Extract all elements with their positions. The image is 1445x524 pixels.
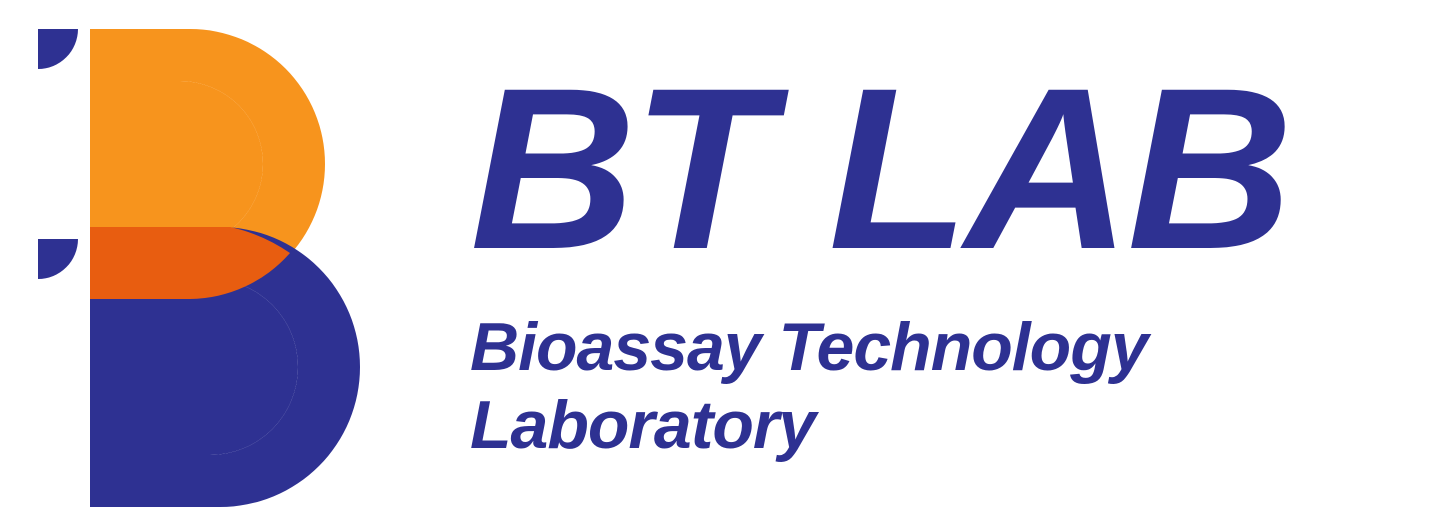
logo-mark — [30, 17, 410, 507]
logo-b-icon — [30, 17, 410, 507]
subtitle-line-1: Bioassay Technology — [470, 308, 1289, 386]
brand-title: BT LAB — [470, 60, 1289, 279]
brand-subtitle: Bioassay Technology Laboratory — [470, 308, 1289, 464]
subtitle-line-2: Laboratory — [470, 386, 1289, 464]
logo-text-block: BT LAB Bioassay Technology Laboratory — [470, 60, 1289, 465]
logo-container: BT LAB Bioassay Technology Laboratory — [0, 0, 1445, 524]
